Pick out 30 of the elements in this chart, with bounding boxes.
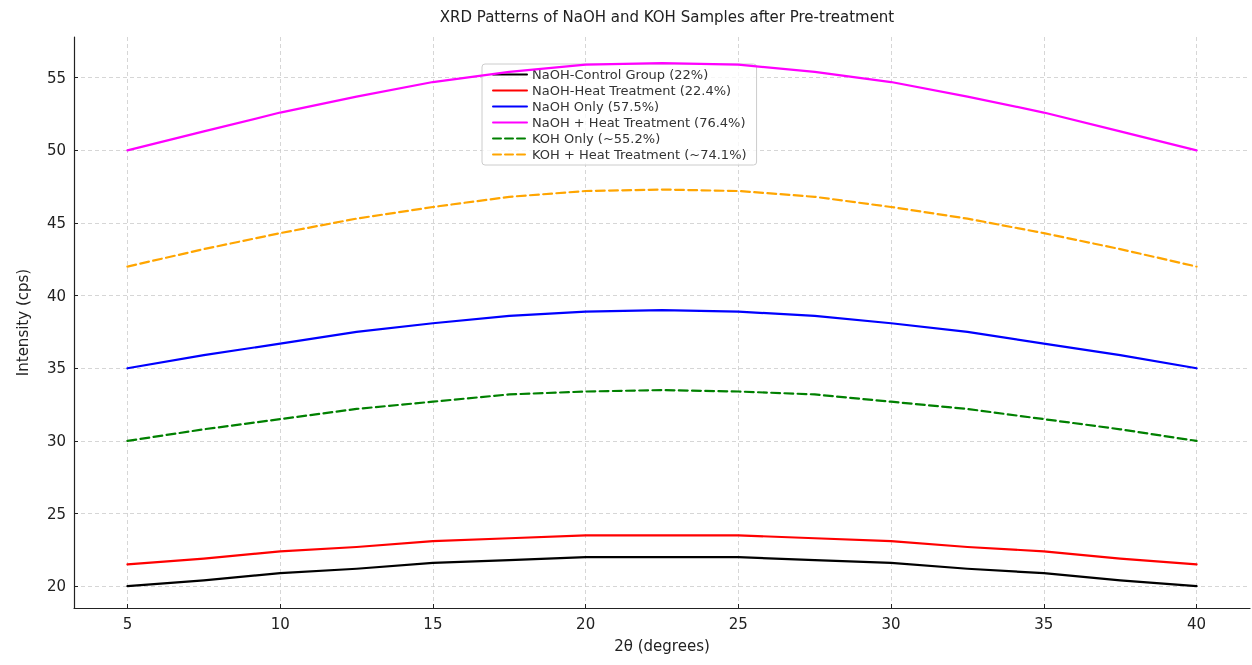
y-tick-label: 35: [46, 359, 66, 378]
x-axis-title: 2θ (degrees): [614, 636, 710, 655]
y-tick-label: 25: [46, 504, 66, 523]
legend-label: NaOH-Control Group (22%): [532, 67, 709, 82]
x-tick-label: 5: [122, 614, 133, 633]
line-series: [126, 309, 1198, 370]
x-tick-label: 20: [576, 614, 596, 633]
x-tick-label: 10: [270, 614, 290, 633]
x-tick-label: 40: [1187, 614, 1207, 633]
legend-label: NaOH Only (57.5%): [532, 99, 660, 114]
chart-title: XRD Patterns of NaOH and KOH Samples after Pre-treatment: [439, 7, 895, 26]
x-tick-label: 15: [423, 614, 443, 633]
y-tick-label: 30: [46, 431, 66, 450]
legend-label: KOH + Heat Treatment (~74.1%): [532, 147, 747, 162]
y-tick-label: 50: [46, 141, 66, 160]
line-series: [126, 188, 1198, 268]
x-tick-label: 25: [728, 614, 748, 633]
x-tick-label: 30: [881, 614, 901, 633]
y-tick-label: 40: [46, 286, 66, 305]
legend-label: NaOH-Heat Treatment (22.4%): [532, 83, 732, 98]
line-series: [126, 556, 1198, 588]
y-tick-label: 55: [46, 68, 66, 87]
legend-label: KOH Only (~55.2%): [532, 131, 661, 146]
y-tick-label: 45: [46, 213, 66, 232]
line-series: [126, 388, 1198, 443]
line-series: [126, 534, 1198, 566]
legend-label: NaOH + Heat Treatment (76.4%): [532, 115, 746, 130]
x-tick-label: 35: [1034, 614, 1054, 633]
y-axis-title: Intensity (cps): [13, 268, 32, 377]
y-tick-label: 20: [46, 577, 66, 596]
